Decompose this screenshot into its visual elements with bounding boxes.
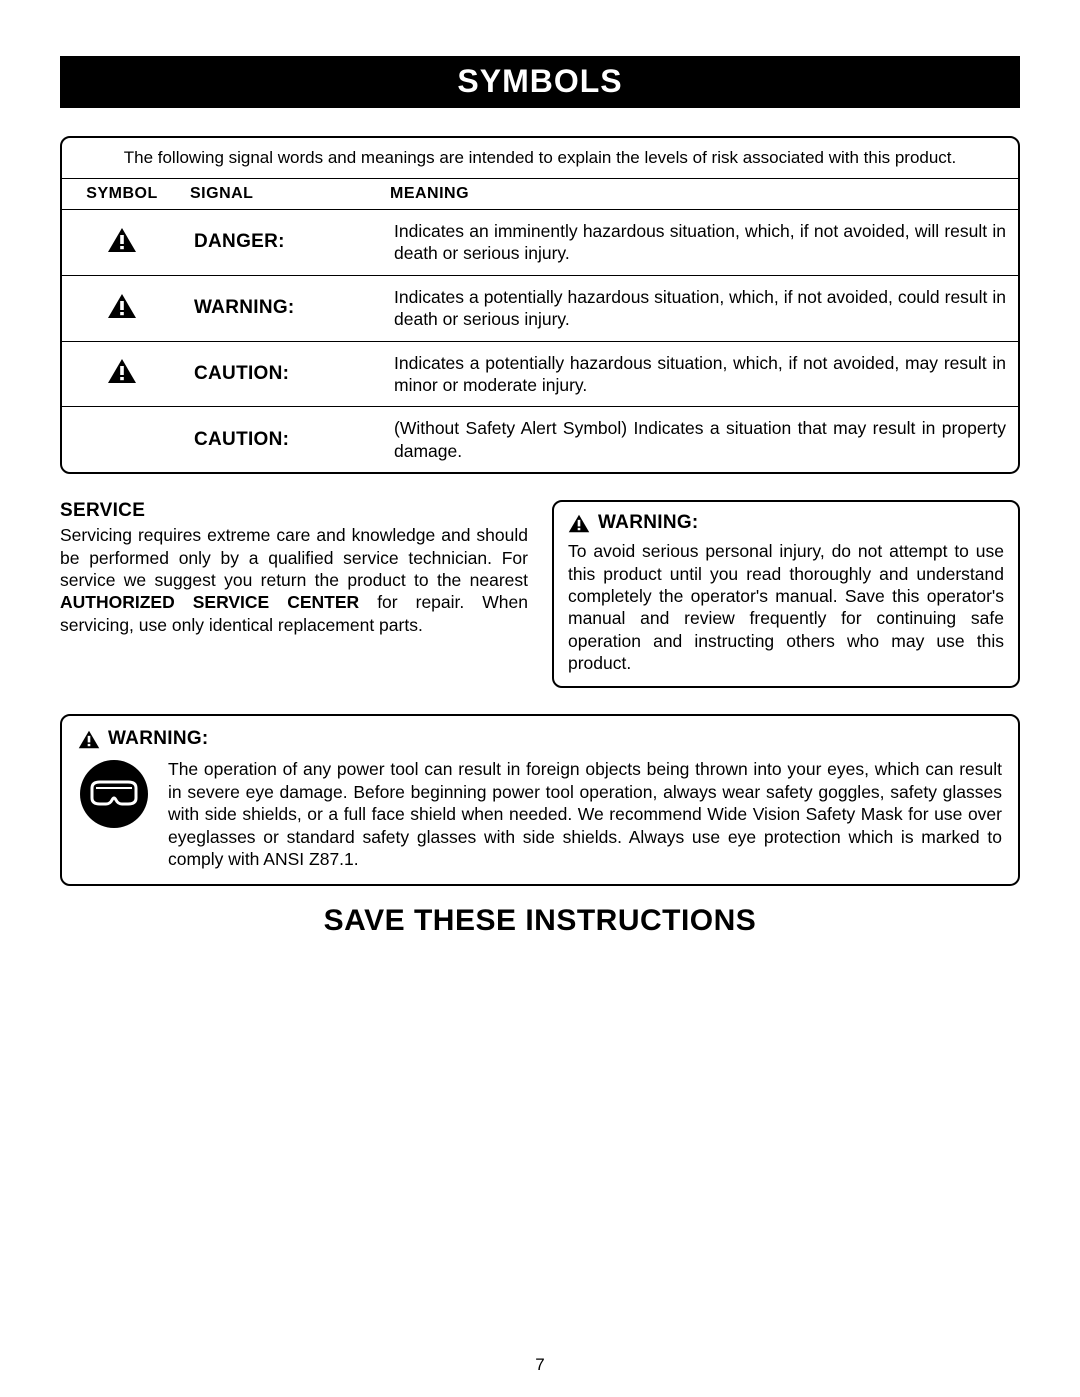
- service-text-before: Servicing requires extreme care and know…: [60, 525, 528, 590]
- warning-small-label: WARNING:: [598, 512, 699, 534]
- warning-small-head: WARNING:: [568, 512, 1004, 534]
- page-title: SYMBOLS: [457, 63, 622, 99]
- alert-icon: [107, 227, 137, 253]
- th-symbol: SYMBOL: [62, 179, 182, 210]
- signal-cell: CAUTION:: [182, 407, 382, 472]
- meaning-cell: (Without Safety Alert Symbol) Indicates …: [382, 407, 1018, 472]
- table-row: CAUTION: (Without Safety Alert Symbol) I…: [62, 407, 1018, 472]
- table-row: CAUTION: Indicates a potentially hazardo…: [62, 341, 1018, 407]
- warning-wide-body: The operation of any power tool can resu…: [168, 758, 1002, 870]
- manual-page: SYMBOLS The following signal words and m…: [0, 0, 1080, 1397]
- warning-wide-box: WARNING: The operation of any power tool…: [60, 714, 1020, 886]
- meaning-cell: Indicates a potentially hazardous situat…: [382, 275, 1018, 341]
- table-row: DANGER: Indicates an imminently hazardou…: [62, 210, 1018, 276]
- alert-icon: [568, 514, 590, 533]
- alert-icon: [107, 293, 137, 319]
- warning-wide-head: WARNING:: [78, 728, 1002, 750]
- page-number: 7: [0, 1355, 1080, 1375]
- signal-cell: DANGER:: [182, 210, 382, 276]
- symbol-cell: [62, 341, 182, 407]
- meaning-cell: Indicates an imminently hazardous situat…: [382, 210, 1018, 276]
- service-column: SERVICE Servicing requires extreme care …: [60, 500, 528, 688]
- warning-small-body: To avoid serious personal injury, do not…: [568, 540, 1004, 674]
- table-row: WARNING: Indicates a potentially hazardo…: [62, 275, 1018, 341]
- signal-cell: CAUTION:: [182, 341, 382, 407]
- two-column-section: SERVICE Servicing requires extreme care …: [60, 500, 1020, 688]
- symbols-box: The following signal words and meanings …: [60, 136, 1020, 474]
- service-body: Servicing requires extreme care and know…: [60, 524, 528, 636]
- alert-icon: [78, 730, 100, 749]
- service-heading: SERVICE: [60, 500, 528, 522]
- symbol-cell-empty: [62, 407, 182, 472]
- warning-column: WARNING: To avoid serious personal injur…: [552, 500, 1020, 688]
- service-text-bold: AUTHORIZED SERVICE CENTER: [60, 592, 359, 612]
- th-signal: SIGNAL: [182, 179, 382, 210]
- warning-wide-label: WARNING:: [108, 728, 209, 750]
- goggles-icon: [78, 758, 150, 835]
- signal-cell: WARNING:: [182, 275, 382, 341]
- symbols-table: SYMBOL SIGNAL MEANING DANGER: Indicates …: [62, 178, 1018, 472]
- page-title-bar: SYMBOLS: [60, 56, 1020, 108]
- th-meaning: MEANING: [382, 179, 1018, 210]
- symbol-cell: [62, 275, 182, 341]
- save-instructions: SAVE THESE INSTRUCTIONS: [60, 904, 1020, 938]
- alert-icon: [107, 358, 137, 384]
- warning-small-box: WARNING: To avoid serious personal injur…: [552, 500, 1020, 688]
- symbol-cell: [62, 210, 182, 276]
- intro-text: The following signal words and meanings …: [62, 138, 1018, 178]
- meaning-cell: Indicates a potentially hazardous situat…: [382, 341, 1018, 407]
